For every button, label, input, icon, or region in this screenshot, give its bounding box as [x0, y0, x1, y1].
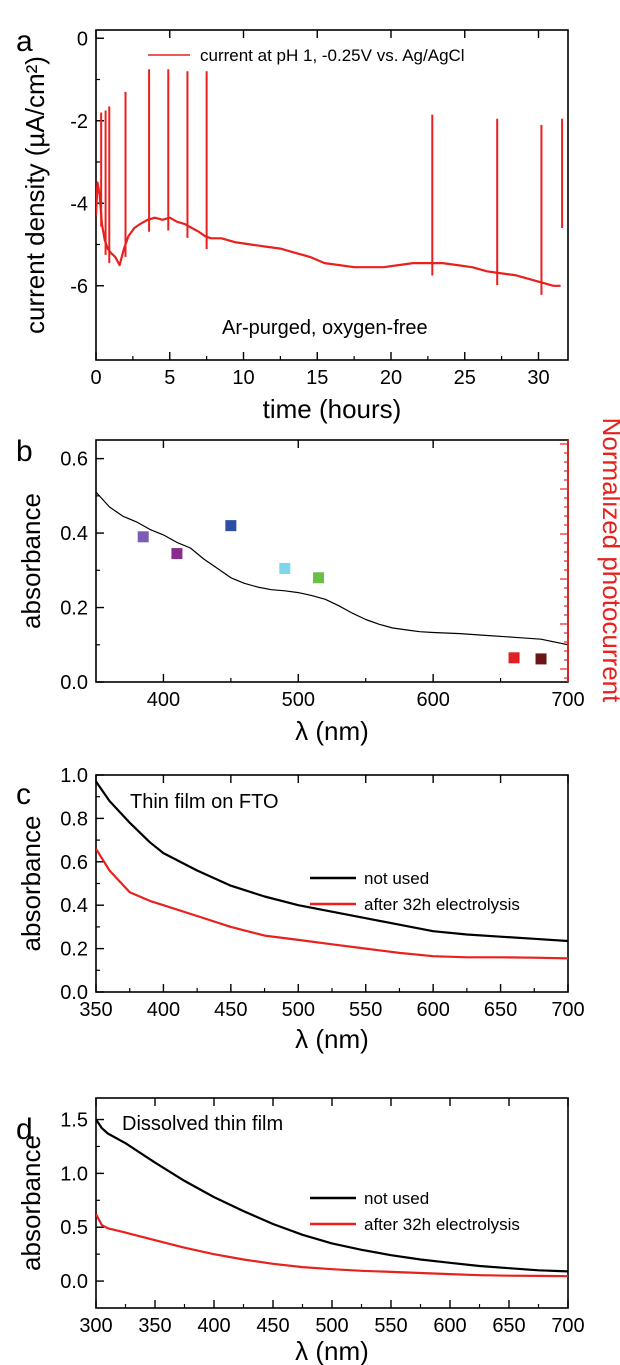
- x-tick-label: 550: [349, 999, 382, 1021]
- y-tick-label: 0.5: [60, 1217, 88, 1239]
- x-tick-label: 600: [433, 1315, 466, 1337]
- data-point: [137, 531, 149, 543]
- panel-letter: d: [16, 1113, 33, 1146]
- panel-b: b 400 500 600 700 0.0 0.2 0.4 0.6 λ (nm) absorbanc…: [16, 418, 620, 746]
- x-tick-label: 450: [256, 1315, 289, 1337]
- data-point: [535, 653, 547, 665]
- y-tick-label: 0.0: [60, 1271, 88, 1293]
- x-tick-label: 300: [79, 1315, 112, 1337]
- series-line: [96, 1118, 568, 1273]
- x-tick-label: 0: [90, 367, 101, 389]
- panel-letter: b: [16, 435, 33, 468]
- x-axis-label: λ (nm): [295, 1336, 369, 1365]
- plot-area: [96, 69, 564, 295]
- annotation-text: Dissolved thin film: [122, 1113, 283, 1135]
- y-tick-label: 1.0: [60, 1163, 88, 1185]
- plot-area: [96, 1118, 568, 1278]
- x-tick-label: 700: [551, 999, 584, 1021]
- y-tick-label: 0.4: [60, 895, 88, 917]
- series-line: [96, 1213, 568, 1278]
- annotation-text: Ar-purged, oxygen-free: [222, 317, 428, 339]
- panel-a: a 0 5 10 15 20 25 30 0 -2 -4 -6 time (hours) current …: [16, 25, 569, 424]
- y-axis-label: current density (µA/cm²): [20, 56, 50, 334]
- y-tick-label: -2: [70, 111, 88, 133]
- x-tick-label: 30: [527, 367, 549, 389]
- x-tick-label: 400: [147, 689, 180, 711]
- x-tick-label: 350: [79, 999, 112, 1021]
- y-tick-label: 0.0: [60, 672, 88, 694]
- data-point: [225, 520, 237, 532]
- plot-area: [96, 491, 568, 665]
- x-tick-label: 400: [197, 1315, 230, 1337]
- x-tick-label: 650: [484, 999, 517, 1021]
- y-tick-label: -4: [70, 193, 88, 215]
- y-tick-label: 0.2: [60, 939, 88, 961]
- x-tick-label: 400: [147, 999, 180, 1021]
- series-line: [96, 848, 568, 960]
- panel-letter: c: [16, 778, 31, 811]
- y-tick-label: 0: [77, 28, 88, 50]
- panel-d: d 300 350 400 450 500 550 600 650 700 0.0 0.5 1.0 1.5…: [16, 1097, 585, 1365]
- legend-label: current at pH 1, -0.25V vs. Ag/AgCl: [200, 46, 465, 65]
- data-point: [279, 562, 291, 574]
- x-tick-label: 450: [214, 999, 247, 1021]
- x-tick-label: 500: [282, 689, 315, 711]
- y-tick-label: 0.2: [60, 598, 88, 620]
- x-tick-label: 350: [138, 1315, 171, 1337]
- series-line: [96, 181, 561, 287]
- plot-frame: [95, 439, 569, 683]
- x-tick-label: 700: [551, 1315, 584, 1337]
- legend-label: after 32h electrolysis: [364, 895, 520, 914]
- x-tick-label: 500: [315, 1315, 348, 1337]
- y-axis-label: absorbance: [16, 493, 46, 629]
- x-axis-label: λ (nm): [295, 1024, 369, 1054]
- legend-label: not used: [364, 869, 429, 888]
- plot-area: [96, 780, 568, 960]
- x-tick-label: 500: [282, 999, 315, 1021]
- x-tick-label: 15: [306, 367, 328, 389]
- data-point: [313, 572, 325, 584]
- series-line: [96, 491, 568, 646]
- series-line: [96, 780, 568, 943]
- x-tick-label: 20: [380, 367, 402, 389]
- x-tick-label: 10: [232, 367, 254, 389]
- y-tick-label: 0.6: [60, 852, 88, 874]
- data-point: [171, 548, 183, 560]
- legend-label: not used: [364, 1189, 429, 1208]
- y-tick-label: 0.4: [60, 523, 88, 545]
- y-tick-label: 0.6: [60, 449, 88, 471]
- y-axis-label: absorbance: [16, 1135, 46, 1271]
- panel-letter: a: [16, 25, 33, 58]
- x-tick-label: 25: [454, 367, 476, 389]
- y-tick-label: 1.0: [60, 765, 88, 787]
- x-tick-label: 600: [416, 999, 449, 1021]
- y-axis-label: absorbance: [16, 816, 46, 952]
- x-axis-label: λ (nm): [295, 716, 369, 746]
- data-point: [508, 652, 520, 664]
- x-tick-label: 600: [416, 689, 449, 711]
- x-axis-label: time (hours): [263, 394, 402, 424]
- legend-label: after 32h electrolysis: [364, 1215, 520, 1234]
- panel-c: c 350 400 450 500 550 600 650 700 0.0 0.2 0.4 0.6 0.8…: [16, 765, 585, 1054]
- x-tick-label: 650: [492, 1315, 525, 1337]
- y-tick-label: -6: [70, 276, 88, 298]
- y-tick-label: 1.5: [60, 1110, 88, 1132]
- x-tick-label: 700: [551, 689, 584, 711]
- y-tick-label: 0.8: [60, 808, 88, 830]
- annotation-text: Thin film on FTO: [130, 791, 279, 813]
- y2-axis-label: Normalized photocurrent: [597, 418, 620, 703]
- x-tick-label: 550: [374, 1315, 407, 1337]
- x-tick-label: 5: [164, 367, 175, 389]
- y-tick-label: 0.0: [60, 982, 88, 1004]
